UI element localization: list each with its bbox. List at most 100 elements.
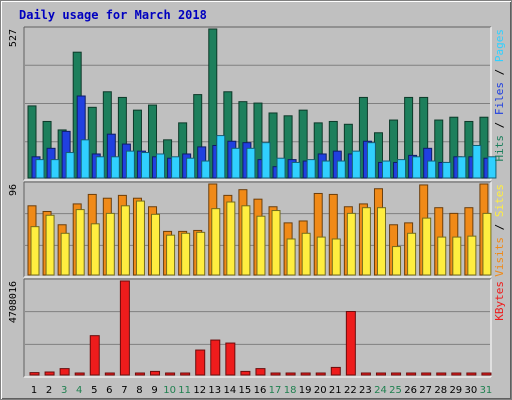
- pages-bar: [110, 156, 120, 179]
- legend-middle: Visits / Sites: [493, 184, 506, 277]
- x-tick-label: 19: [299, 385, 312, 396]
- sites-bar: [271, 210, 281, 276]
- sites-bar: [166, 234, 176, 276]
- pages-bar: [321, 160, 331, 179]
- pages-bar: [65, 152, 75, 179]
- pages-bar: [80, 139, 90, 179]
- sites-bar: [346, 212, 356, 276]
- sites-bar: [482, 212, 492, 276]
- x-tick-label: 14: [223, 385, 236, 396]
- pages-bar: [125, 150, 135, 179]
- kbytes-bar: [270, 372, 281, 376]
- pages-bar: [457, 156, 467, 179]
- kbytes-bar: [375, 372, 386, 376]
- legend-item-pages: Pages: [493, 29, 506, 62]
- kbytes-bar: [436, 372, 447, 376]
- kbytes-bar: [225, 342, 236, 376]
- pages-bar: [50, 159, 60, 179]
- pages-bar: [442, 161, 452, 179]
- sites-bar: [422, 217, 432, 276]
- kbytes-bar: [315, 372, 326, 376]
- sites-bar: [331, 238, 341, 276]
- pages-bar: [216, 135, 226, 179]
- pages-bar: [472, 144, 482, 179]
- x-tick-label: 24: [374, 385, 387, 396]
- pages-bar: [336, 160, 346, 179]
- sites-bar: [452, 236, 462, 276]
- sites-bar: [361, 207, 371, 276]
- kbytes-bar: [330, 366, 341, 376]
- pages-bar: [231, 147, 241, 179]
- kbytes-bar: [466, 372, 477, 376]
- x-tick-label: 2: [46, 385, 52, 396]
- legend-separator: /: [493, 115, 506, 135]
- panel-bottom-background: [24, 279, 491, 377]
- sites-bar: [135, 200, 145, 276]
- sites-bar: [151, 213, 161, 276]
- pages-bar: [156, 153, 166, 179]
- pages-bar: [306, 159, 316, 179]
- x-tick-label: 4: [76, 385, 82, 396]
- pages-bar: [186, 157, 196, 179]
- x-tick-label: 10: [163, 385, 176, 396]
- pages-bar: [366, 142, 376, 179]
- x-tick-label: 16: [254, 385, 267, 396]
- kbytes-bar: [74, 372, 85, 376]
- x-tick-label: 13: [208, 385, 221, 396]
- sites-bar: [196, 231, 206, 276]
- x-tick-label: 11: [178, 385, 191, 396]
- sites-bar: [241, 205, 251, 276]
- pages-bar: [35, 159, 45, 179]
- sites-bar: [45, 214, 55, 276]
- sites-bar: [437, 236, 447, 276]
- kbytes-bar: [240, 370, 251, 376]
- sites-bar: [211, 208, 221, 276]
- pages-bar: [351, 150, 361, 179]
- pages-bar: [487, 156, 497, 179]
- sites-bar: [60, 232, 70, 276]
- kbytes-bar: [406, 372, 417, 376]
- x-tick-label: 25: [389, 385, 402, 396]
- kbytes-bar: [300, 372, 311, 376]
- sites-bar: [181, 232, 191, 276]
- x-tick-label: 15: [239, 385, 252, 396]
- legend-item-files: Files: [493, 82, 506, 115]
- legend-separator: /: [493, 217, 506, 237]
- kbytes-bar: [195, 349, 206, 376]
- kbytes-bar: [360, 372, 371, 376]
- sites-bar: [316, 236, 326, 276]
- sites-bar: [30, 226, 40, 276]
- pages-bar: [276, 157, 286, 179]
- x-tick-label: 17: [269, 385, 282, 396]
- sites-bar: [75, 209, 85, 276]
- kbytes-bar: [285, 372, 296, 376]
- sites-bar: [226, 201, 236, 276]
- chart-title: Daily usage for March 2018: [19, 8, 207, 22]
- sites-bar: [90, 223, 100, 276]
- pages-bar: [261, 142, 271, 179]
- x-tick-label: 27: [419, 385, 432, 396]
- sites-bar: [392, 246, 402, 276]
- legend-item-visits: Visits: [493, 237, 506, 277]
- x-tick-label: 21: [329, 385, 342, 396]
- kbytes-bar: [421, 372, 432, 376]
- kbytes-bar: [104, 372, 115, 376]
- legend-item-kbytes: KBytes: [493, 281, 506, 321]
- x-tick-label: 6: [106, 385, 112, 396]
- kbytes-bar: [119, 280, 130, 376]
- legend-item-sites: Sites: [493, 184, 506, 217]
- kbytes-bar: [165, 372, 176, 376]
- kbytes-bar: [391, 372, 402, 376]
- legend-bottom: KBytes: [493, 281, 506, 321]
- y-max-label-bottom: 4708016: [8, 281, 19, 323]
- pages-bar: [201, 160, 211, 179]
- kbytes-bar: [345, 311, 356, 376]
- sites-bar: [105, 212, 115, 276]
- kbytes-bar: [255, 368, 266, 376]
- sites-bar: [120, 205, 130, 276]
- pages-bar: [427, 160, 437, 179]
- pages-bar: [140, 152, 150, 179]
- sites-bar: [301, 232, 311, 276]
- sites-bar: [286, 238, 296, 276]
